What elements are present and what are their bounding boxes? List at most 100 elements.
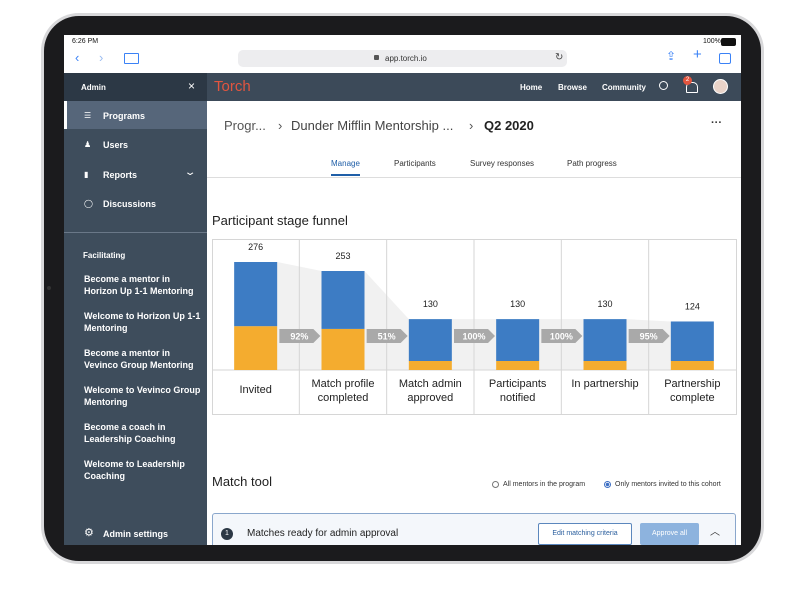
button[interactable]: Edit matching criteria <box>538 523 632 545</box>
share-icon[interactable]: ⇪ <box>666 49 677 63</box>
bookmarks-icon[interactable] <box>124 53 139 64</box>
radio[interactable] <box>604 481 611 488</box>
conversion-arrow <box>279 329 321 343</box>
radio-label[interactable]: Only mentors invited to this cohort <box>615 481 721 488</box>
bar-segment <box>670 361 714 370</box>
url-bar[interactable] <box>238 50 567 67</box>
nav-link[interactable]: Home <box>520 83 543 92</box>
conversion-arrow <box>628 329 670 343</box>
bar-segment <box>321 271 365 329</box>
bar-total: 130 <box>597 299 612 309</box>
back-button[interactable]: ‹ <box>75 50 80 65</box>
bar-segment <box>234 262 278 327</box>
conversion-arrow <box>454 329 495 343</box>
sidebar-section: Facilitating <box>83 251 126 260</box>
tab[interactable]: Participants <box>394 159 436 168</box>
nav-icon: ▮ <box>84 170 89 179</box>
match-title: Match tool <box>212 474 272 489</box>
bar-total: 276 <box>248 242 263 252</box>
sidebar-link[interactable]: Welcome to Leadership Coaching <box>84 459 185 481</box>
breadcrumb-sep: › <box>469 118 474 133</box>
breadcrumb-sep: › <box>278 118 283 133</box>
breadcrumb-current: Q2 2020 <box>484 118 534 133</box>
close-button[interactable]: × <box>188 79 196 93</box>
lock-icon <box>374 55 379 60</box>
sidebar-nav-item[interactable]: Users <box>103 140 129 150</box>
tabs-divider <box>207 177 741 178</box>
sidebar-active <box>64 101 207 129</box>
sidebar-title: Admin <box>81 83 106 92</box>
sidebar-link[interactable]: Welcome to Vevinco Group Mentoring <box>84 385 201 407</box>
stage-label: Participants notified <box>488 378 547 404</box>
sidebar-nav-item[interactable]: Programs <box>103 111 146 121</box>
breadcrumb[interactable]: Progr... <box>224 118 266 133</box>
sidebar-footer[interactable]: Admin settings <box>103 529 169 539</box>
sidebar-divider <box>64 232 207 233</box>
radio[interactable] <box>492 481 499 488</box>
stage-label: Match profile completed <box>311 378 375 404</box>
screen-content: 6:26 PM 100% ‹ › app.torch.io ↻ ⇪ + Admi… <box>64 35 741 545</box>
stage-label: In partnership <box>571 378 639 390</box>
sidebar-header <box>64 73 207 101</box>
more-menu[interactable]: ··· <box>711 117 722 129</box>
conversion-arrow <box>541 329 583 343</box>
screen: 6:26 PM 100% ‹ › app.torch.io ↻ ⇪ + Admi… <box>64 35 741 545</box>
conversion-rate: 100% <box>462 332 485 342</box>
new-tab-icon[interactable]: + <box>693 46 702 63</box>
tab[interactable]: Survey responses <box>470 159 535 168</box>
conversion-rate: 51% <box>378 332 396 342</box>
bar-segment <box>321 328 365 370</box>
tab-active[interactable]: Manage <box>331 159 360 168</box>
card-text: Matches ready for admin approval <box>247 528 399 539</box>
breadcrumb[interactable]: Dunder Mifflin Mentorship ... <box>291 118 454 133</box>
bar-total: 130 <box>423 299 438 309</box>
conversion-rate: 95% <box>640 332 658 342</box>
search-icon[interactable] <box>659 81 668 90</box>
tab-underline <box>331 174 360 176</box>
bar-segment <box>496 361 540 370</box>
sidebar <box>64 101 207 545</box>
sidebar-link[interactable]: Welcome to Horizon Up 1-1 Mentoring <box>84 311 201 333</box>
bar-segment <box>408 361 452 370</box>
bar-segment <box>583 319 627 361</box>
nav-link[interactable]: Community <box>602 83 646 92</box>
nav-icon: ♟ <box>84 140 92 149</box>
avatar[interactable] <box>713 79 728 94</box>
settings-icon: ⚙ <box>84 527 94 539</box>
bar-segment <box>583 361 627 370</box>
radio-label[interactable]: All mentors in the program <box>503 481 586 488</box>
reports-chevron[interactable]: ⌄ <box>183 167 197 178</box>
conversion-arrow <box>366 329 408 343</box>
sidebar-link[interactable]: Become a coach in Leadership Coaching <box>84 422 176 444</box>
reload-icon[interactable]: ↻ <box>555 52 564 63</box>
stage-labels: Invited Match profile completed Match admi… <box>212 239 737 416</box>
nav-icon: ☰ <box>84 111 92 120</box>
sidebar-nav-item[interactable]: Reports <box>103 170 138 180</box>
bar-total: 130 <box>510 299 525 309</box>
notification-badge: 2 <box>683 76 692 85</box>
bar-segment <box>234 326 278 370</box>
sidebar-link[interactable]: Become a mentor in Vevinco Group Mentori… <box>84 348 194 370</box>
top-nav <box>207 73 741 101</box>
conversion-rate: 92% <box>290 332 308 342</box>
collapse-chevron[interactable]: ︿ <box>710 527 720 538</box>
conversion-rate: 100% <box>550 332 573 342</box>
battery-icon <box>721 38 736 46</box>
forward-button[interactable]: › <box>99 50 104 65</box>
url: app.torch.io <box>385 54 427 63</box>
sidebar-link[interactable]: Become a mentor in Horizon Up 1-1 Mentor… <box>84 274 194 296</box>
stage-label: Partnership complete <box>664 378 721 404</box>
sidebar-nav-item[interactable]: Discussions <box>103 199 157 209</box>
button[interactable]: Approve all <box>640 523 699 545</box>
logo[interactable]: Torch <box>214 78 251 95</box>
tab[interactable]: Path progress <box>567 159 617 168</box>
nav-link[interactable]: Browse <box>558 83 587 92</box>
stage-label: Match admin approved <box>398 378 462 404</box>
status-battery: 100% <box>703 38 721 45</box>
camera <box>47 286 51 290</box>
tabs-icon[interactable] <box>719 53 731 64</box>
stage-label: Invited <box>239 384 272 396</box>
bell-icon[interactable] <box>686 82 698 93</box>
bar-total: 124 <box>685 301 700 311</box>
